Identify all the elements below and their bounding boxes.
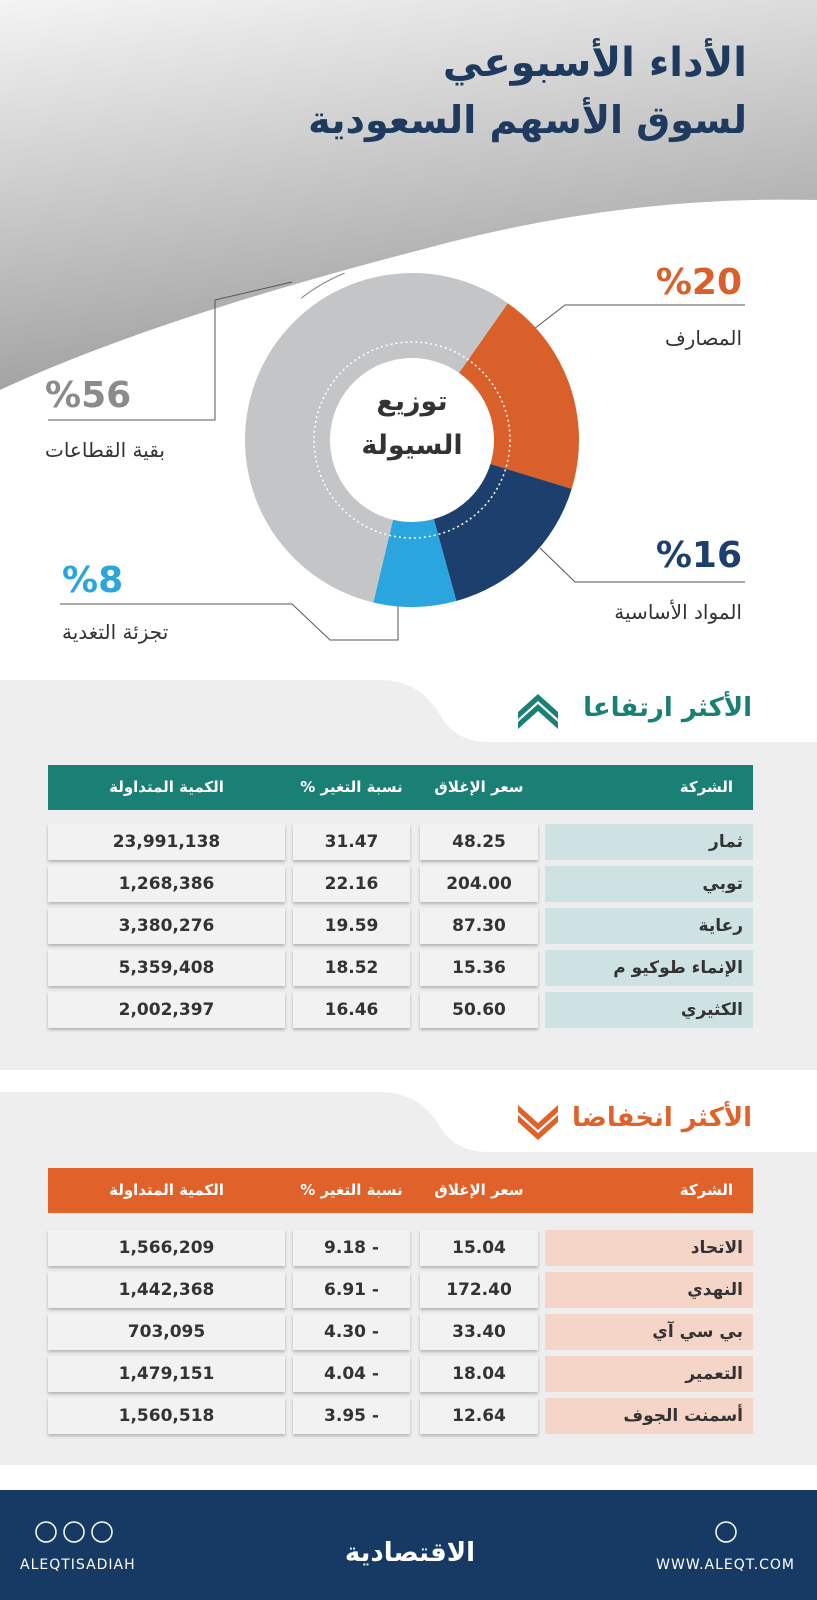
value-cell: 50.60 xyxy=(420,992,538,1028)
donut-segment xyxy=(373,519,457,607)
value-cell: 3,380,276 xyxy=(48,908,285,944)
donut-segment xyxy=(245,273,508,603)
chart-title: توزيع السيولة xyxy=(361,386,463,461)
column-header: سعر الإغلاق xyxy=(434,1181,524,1199)
value-cell: 1,268,386 xyxy=(48,866,285,902)
category-label: المصارف xyxy=(664,326,742,350)
company-cell: توبي xyxy=(545,866,753,902)
leader-line xyxy=(539,547,745,583)
leader-line xyxy=(529,304,745,333)
value-cell: 1,566,209 xyxy=(48,1230,285,1266)
social-icons xyxy=(35,1521,737,1543)
value-cell: 172.40 xyxy=(420,1272,538,1308)
leader-lines xyxy=(48,281,745,641)
footer-handle: ALEQTISADIAH xyxy=(20,1557,136,1573)
company-cell: رعاية xyxy=(545,908,753,944)
value-label: %8 xyxy=(62,560,124,601)
outer-arc xyxy=(300,272,345,299)
value-cell: 87.30 xyxy=(420,908,538,944)
value-cell: 4.30 - xyxy=(293,1314,410,1350)
value-cell: 703,095 xyxy=(48,1314,285,1350)
leader-line xyxy=(48,281,293,421)
company-cell: الكثيري xyxy=(545,992,753,1028)
value-cell: 31.47 xyxy=(293,824,410,860)
value-cell: 4.04 - xyxy=(293,1356,410,1392)
value-cell: 33.40 xyxy=(420,1314,538,1350)
leader-line xyxy=(60,594,399,641)
column-header: الشركة xyxy=(679,778,733,796)
value-cell: 5,359,408 xyxy=(48,950,285,986)
value-label: %16 xyxy=(655,535,742,576)
column-header: نسبة التغير % xyxy=(300,1181,403,1199)
value-label: %56 xyxy=(45,375,132,416)
value-cell: 1,442,368 xyxy=(48,1272,285,1308)
table-header xyxy=(48,1168,753,1213)
company-cell: أسمنت الجوف xyxy=(545,1398,753,1434)
value-cell: 22.16 xyxy=(293,866,410,902)
footer-bar xyxy=(0,1490,817,1600)
column-header: الشركة xyxy=(679,1181,733,1199)
value-cell: 16.46 xyxy=(293,992,410,1028)
down-icon xyxy=(518,1105,558,1140)
value-cell: 9.18 - xyxy=(293,1230,410,1266)
section-title: الأكثر ارتفاعا xyxy=(583,693,752,723)
value-cell: 23,991,138 xyxy=(48,824,285,860)
inner-ring xyxy=(313,341,511,539)
subtitle: لسوق الأسهم السعودية xyxy=(308,98,747,142)
value-cell: 48.25 xyxy=(420,824,538,860)
company-cell: التعمير xyxy=(545,1356,753,1392)
column-header: سعر الإغلاق xyxy=(434,778,524,796)
section-title: الأكثر انخفاضا xyxy=(571,1103,752,1133)
footer-logo: الاقتصادية xyxy=(344,1538,476,1568)
column-header: الكمية المتداولة xyxy=(109,1181,224,1199)
footer-website: WWW.ALEQT.COM xyxy=(656,1557,795,1573)
value-cell: 18.04 xyxy=(420,1356,538,1392)
donut-segment xyxy=(459,303,579,489)
column-header: نسبة التغير % xyxy=(300,778,403,796)
company-cell: ثمار xyxy=(545,824,753,860)
header-band xyxy=(0,0,817,390)
category-label: المواد الأساسية xyxy=(614,600,742,624)
donut-chart xyxy=(245,272,579,607)
category-label: بقية القطاعات xyxy=(45,438,165,462)
company-cell: الإنماء طوكيو م xyxy=(545,950,753,986)
value-cell: 204.00 xyxy=(420,866,538,902)
company-cell: النهدي xyxy=(545,1272,753,1308)
value-cell: 15.36 xyxy=(420,950,538,986)
value-cell: 6.91 - xyxy=(293,1272,410,1308)
value-cell: 18.52 xyxy=(293,950,410,986)
value-cell: 1,560,518 xyxy=(48,1398,285,1434)
value-cell: 1,479,151 xyxy=(48,1356,285,1392)
category-label: تجزئة التغدية xyxy=(62,620,169,644)
value-cell: 2,002,397 xyxy=(48,992,285,1028)
up-icon xyxy=(518,694,558,729)
table-header xyxy=(48,765,753,810)
title: الأداء الأسبوعي xyxy=(442,40,747,86)
value-cell: 12.64 xyxy=(420,1398,538,1434)
value-cell: 15.04 xyxy=(420,1230,538,1266)
company-cell: بي سي آي xyxy=(545,1314,753,1350)
donut-segment xyxy=(433,463,572,602)
company-cell: الاتحاد xyxy=(545,1230,753,1266)
value-cell: 3.95 - xyxy=(293,1398,410,1434)
value-label: %20 xyxy=(655,262,742,303)
value-cell: 19.59 xyxy=(293,908,410,944)
column-header: الكمية المتداولة xyxy=(109,778,224,796)
